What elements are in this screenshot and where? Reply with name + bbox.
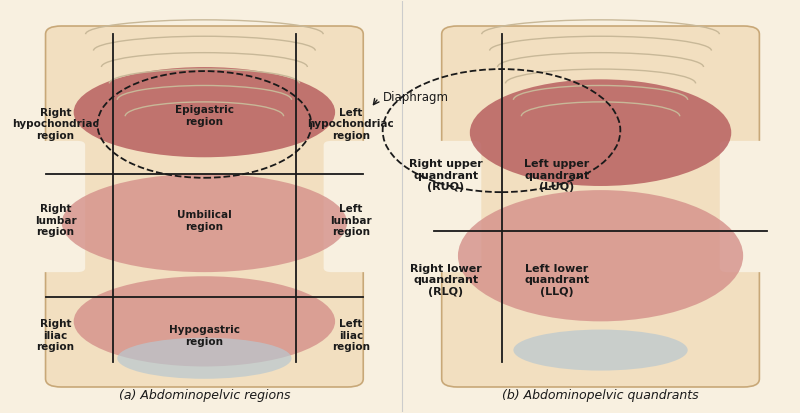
Text: Diaphragm: Diaphragm bbox=[382, 91, 449, 104]
FancyBboxPatch shape bbox=[418, 141, 482, 272]
FancyBboxPatch shape bbox=[442, 26, 759, 387]
Text: Right
lumbar
region: Right lumbar region bbox=[34, 204, 76, 237]
Text: Left upper
quandrant
(LUQ): Left upper quandrant (LUQ) bbox=[524, 159, 590, 192]
Ellipse shape bbox=[62, 174, 347, 272]
FancyBboxPatch shape bbox=[720, 141, 783, 272]
Text: (b) Abdominopelvic quandrants: (b) Abdominopelvic quandrants bbox=[502, 389, 699, 402]
FancyBboxPatch shape bbox=[324, 141, 387, 272]
Text: (a) Abdominopelvic regions: (a) Abdominopelvic regions bbox=[118, 389, 290, 402]
Text: Left
hypochondriac
region: Left hypochondriac region bbox=[307, 108, 394, 141]
Text: Umbilical
region: Umbilical region bbox=[177, 210, 232, 232]
Ellipse shape bbox=[470, 79, 731, 186]
Text: Right upper
quandrant
(RUQ): Right upper quandrant (RUQ) bbox=[409, 159, 483, 192]
Ellipse shape bbox=[74, 67, 335, 157]
Ellipse shape bbox=[514, 330, 688, 370]
Text: Right lower
quandrant
(RLQ): Right lower quandrant (RLQ) bbox=[410, 264, 482, 297]
FancyBboxPatch shape bbox=[46, 26, 363, 387]
Text: Right
hypochondriac
region: Right hypochondriac region bbox=[12, 108, 99, 141]
Ellipse shape bbox=[74, 276, 335, 366]
Text: Hypogastric
region: Hypogastric region bbox=[169, 325, 240, 347]
Ellipse shape bbox=[118, 338, 291, 379]
Text: Left
iliac
region: Left iliac region bbox=[332, 319, 370, 352]
FancyBboxPatch shape bbox=[22, 141, 85, 272]
Text: Left
lumbar
region: Left lumbar region bbox=[330, 204, 372, 237]
Ellipse shape bbox=[458, 190, 743, 321]
Text: Left lower
quandrant
(LLQ): Left lower quandrant (LLQ) bbox=[525, 264, 590, 297]
Text: Right
iliac
region: Right iliac region bbox=[37, 319, 74, 352]
Text: Epigastric
region: Epigastric region bbox=[175, 105, 234, 127]
